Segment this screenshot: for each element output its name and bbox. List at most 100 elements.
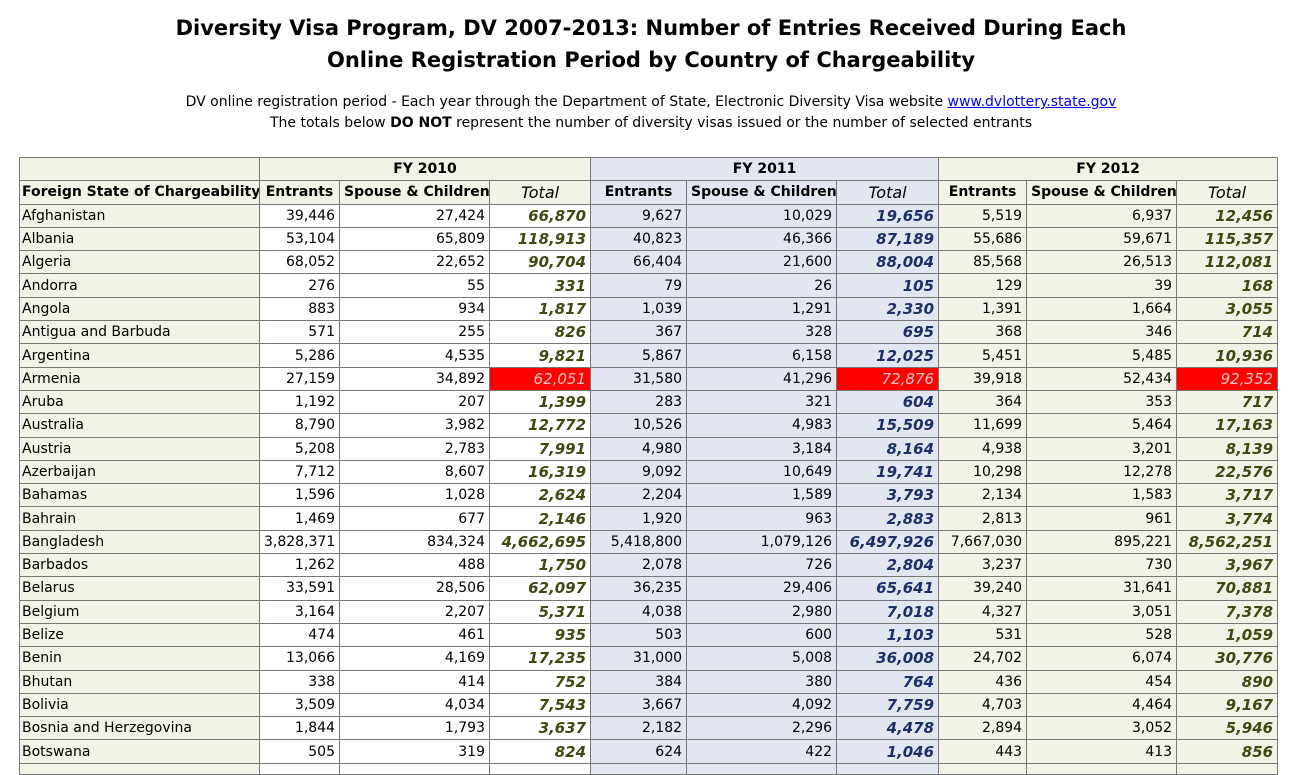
spouse-children-2012-cell: 895,221	[1026, 529, 1178, 555]
entries-table: FY 2010 FY 2011 FY 2012 Foreign State of…	[19, 156, 1279, 775]
spouse-children-2012-cell: 26,513	[1026, 250, 1178, 275]
total-2011-cell: 19,741	[836, 459, 940, 485]
total-2012-cell: 890	[1176, 669, 1279, 694]
empty-cell	[590, 762, 688, 775]
entrants-2011-cell: 283	[590, 389, 688, 415]
entrants-2010-cell: 3,509	[259, 692, 340, 718]
entrants-2012-cell: 2,894	[938, 716, 1028, 741]
group-header-fy2011: FY 2011	[590, 156, 940, 182]
entrants-2010-cell: 505	[259, 739, 340, 764]
spouse-children-2011-cell: 2,980	[686, 599, 838, 624]
entrants-2010-cell: 33,591	[259, 576, 340, 601]
total-2012-cell: 10,936	[1176, 343, 1279, 368]
total-2011-cell: 1,103	[836, 622, 940, 648]
spouse-children-2012-cell: 59,671	[1026, 226, 1178, 252]
column-header-spouse-2011: Spouse & Children	[686, 180, 838, 205]
table-row: Bolivia 3,509 4,034 7,543 3,667 4,092 7,759 4,7…	[19, 692, 1279, 718]
spouse-children-2010-cell: 319	[339, 739, 490, 764]
entrants-2010-cell: 8,790	[259, 413, 340, 438]
country-cell: Barbados	[19, 553, 260, 578]
spouse-children-2012-cell: 31,641	[1026, 576, 1178, 601]
country-cell: Belarus	[19, 576, 260, 601]
entrants-2012-cell: 4,327	[938, 599, 1028, 624]
country-cell: Albania	[19, 226, 260, 252]
spouse-children-2010-cell: 55	[339, 273, 490, 298]
spouse-children-2010-cell: 207	[339, 389, 490, 415]
table-row: Austria 5,208 2,783 7,991 4,980 3,184 8,164 4,9…	[19, 436, 1279, 461]
spouse-children-2012-cell: 6,074	[1026, 646, 1178, 671]
spouse-children-2012-cell: 346	[1026, 320, 1178, 345]
total-2010-cell: 7,543	[488, 692, 592, 718]
table-row: Bangladesh 3,828,371 834,324 4,662,695 5,418…	[19, 529, 1279, 555]
spouse-children-2012-cell: 3,052	[1026, 716, 1178, 741]
spouse-children-2011-cell: 321	[686, 389, 838, 415]
entrants-2010-cell: 5,286	[259, 343, 340, 368]
country-cell: Aruba	[19, 389, 260, 415]
total-2011-cell: 7,759	[836, 692, 940, 718]
total-2012-cell: 92,352	[1176, 366, 1279, 391]
spouse-children-2010-cell: 34,892	[339, 366, 490, 391]
total-2011-cell: 2,883	[836, 506, 940, 531]
entrants-2012-cell: 531	[938, 622, 1028, 648]
entrants-2012-cell: 55,686	[938, 226, 1028, 252]
spouse-children-2010-cell: 677	[339, 506, 490, 531]
total-2012-cell: 3,774	[1176, 506, 1279, 531]
spouse-children-2012-cell: 12,278	[1026, 459, 1178, 485]
spouse-children-2010-cell: 27,424	[339, 203, 490, 228]
entrants-2010-cell: 571	[259, 320, 340, 345]
total-2011-cell: 2,804	[836, 553, 940, 578]
total-2011-cell: 3,793	[836, 483, 940, 508]
country-cell: Bahamas	[19, 483, 260, 508]
spouse-children-2010-cell: 4,535	[339, 343, 490, 368]
column-header-entrants-2011: Entrants	[590, 180, 688, 205]
total-2010-cell: 1,750	[488, 553, 592, 578]
entrants-2012-cell: 39,918	[938, 366, 1028, 391]
empty-cell	[938, 762, 1028, 775]
group-header-blank	[19, 156, 260, 182]
total-2012-cell: 3,967	[1176, 553, 1279, 578]
spouse-children-2011-cell: 380	[686, 669, 838, 694]
total-2010-cell: 7,991	[488, 436, 592, 461]
spouse-children-2012-cell: 3,201	[1026, 436, 1178, 461]
total-2011-cell: 12,025	[836, 343, 940, 368]
total-2010-cell: 824	[488, 739, 592, 764]
column-header-spouse-2012: Spouse & Children	[1026, 180, 1178, 205]
total-2010-cell: 16,319	[488, 459, 592, 485]
empty-cell	[836, 762, 940, 775]
title-line-2: Online Registration Period by Country of…	[326, 48, 976, 72]
entrants-2010-cell: 7,712	[259, 459, 340, 485]
table-row-cutoff	[19, 762, 1279, 775]
entrants-2011-cell: 40,823	[590, 226, 688, 252]
subtitle-line-2: The totals below DO NOT represent the nu…	[0, 113, 1302, 134]
country-cell: Austria	[19, 436, 260, 461]
total-2010-cell: 62,097	[488, 576, 592, 601]
entrants-2012-cell: 2,134	[938, 483, 1028, 508]
entrants-2011-cell: 624	[590, 739, 688, 764]
spouse-children-2010-cell: 934	[339, 296, 490, 322]
total-2010-cell: 90,704	[488, 250, 592, 275]
spouse-children-2011-cell: 46,366	[686, 226, 838, 252]
dvlottery-link[interactable]: www.dvlottery.state.gov	[947, 94, 1117, 110]
disclaimer-text-post: represent the number of diversity visas …	[451, 115, 1032, 131]
total-2011-cell: 4,478	[836, 716, 940, 741]
entrants-2010-cell: 13,066	[259, 646, 340, 671]
spouse-children-2011-cell: 29,406	[686, 576, 838, 601]
total-2011-cell: 695	[836, 320, 940, 345]
column-header-total-2011: Total	[836, 180, 940, 205]
entrants-2011-cell: 1,039	[590, 296, 688, 322]
entrants-2010-cell: 27,159	[259, 366, 340, 391]
spouse-children-2010-cell: 488	[339, 553, 490, 578]
total-2012-cell: 5,946	[1176, 716, 1279, 741]
entrants-2011-cell: 5,418,800	[590, 529, 688, 555]
total-2012-cell: 9,167	[1176, 692, 1279, 718]
table-row: Algeria 68,052 22,652 90,704 66,404 21,600 88,…	[19, 250, 1279, 275]
total-2010-cell: 3,637	[488, 716, 592, 741]
table-row: Bahrain 1,469 677 2,146 1,920 963 2,883 2,813 96…	[19, 506, 1279, 531]
spouse-children-2011-cell: 1,589	[686, 483, 838, 508]
entrants-2010-cell: 883	[259, 296, 340, 322]
total-2011-cell: 764	[836, 669, 940, 694]
spouse-children-2012-cell: 1,583	[1026, 483, 1178, 508]
table-row: Barbados 1,262 488 1,750 2,078 726 2,804 3,237 7…	[19, 553, 1279, 578]
entrants-2012-cell: 5,451	[938, 343, 1028, 368]
total-2010-cell: 118,913	[488, 226, 592, 252]
